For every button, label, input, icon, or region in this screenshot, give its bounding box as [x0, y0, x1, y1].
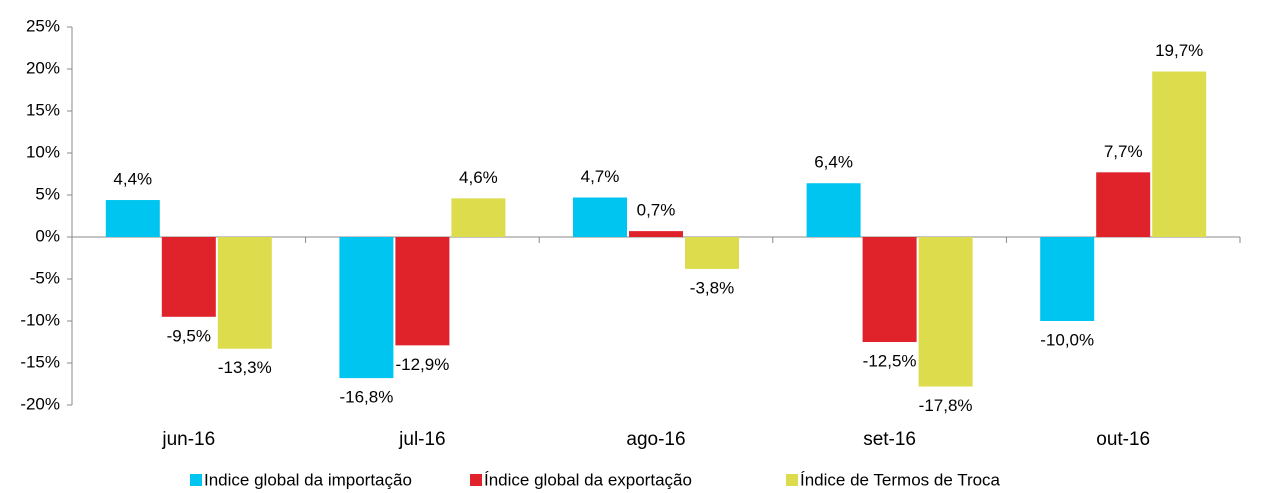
bar — [573, 197, 627, 237]
y-tick-label: -10% — [20, 310, 60, 329]
bar — [395, 237, 450, 346]
legend-label: Indice global da importação — [204, 470, 412, 489]
y-tick-label: 15% — [26, 100, 60, 119]
bar — [1096, 172, 1151, 237]
x-tick-label: jun-16 — [161, 429, 215, 450]
x-tick-label: jul-16 — [398, 429, 445, 450]
bar — [217, 237, 272, 349]
data-label: 4,6% — [459, 168, 498, 187]
y-tick-label: -20% — [20, 394, 60, 413]
y-tick-label: 25% — [26, 16, 60, 35]
bar — [806, 183, 861, 237]
x-tick-label: out-16 — [1096, 429, 1150, 450]
y-tick-label: 10% — [26, 142, 60, 161]
y-tick-label: -15% — [20, 352, 60, 371]
data-label: -10,0% — [1040, 330, 1094, 349]
x-tick-label: ago-16 — [626, 429, 685, 450]
data-label: -16,8% — [339, 388, 393, 407]
data-label: -17,8% — [919, 396, 973, 415]
data-label: 19,7% — [1155, 41, 1203, 60]
data-label: 4,7% — [581, 167, 620, 186]
data-label: 7,7% — [1104, 142, 1143, 161]
y-tick-label: -5% — [30, 268, 60, 287]
y-tick-label: 20% — [26, 58, 60, 77]
legend-swatch — [786, 474, 798, 486]
data-label: 6,4% — [814, 153, 853, 172]
legend-swatch — [190, 474, 202, 486]
data-label: -12,5% — [863, 351, 917, 370]
data-label: -12,9% — [395, 355, 449, 374]
x-tick-label: set-16 — [863, 429, 916, 450]
bar — [629, 231, 683, 237]
bar — [339, 237, 394, 379]
bar — [451, 198, 506, 237]
legend-label: Índice de Termos de Troca — [800, 470, 1001, 489]
data-label: -3,8% — [690, 278, 734, 297]
bar — [105, 200, 160, 237]
data-label: 0,7% — [637, 201, 676, 220]
bar — [862, 237, 917, 342]
y-tick-label: 0% — [35, 226, 60, 245]
y-tick-label: 5% — [35, 184, 60, 203]
data-label: -9,5% — [167, 326, 211, 345]
bar — [685, 237, 739, 269]
data-label: 4,4% — [113, 170, 152, 189]
bar — [918, 237, 973, 387]
bar — [1152, 71, 1207, 238]
data-label: -13,3% — [218, 358, 272, 377]
bar — [1040, 237, 1095, 321]
legend-label: Índice global da exportação — [484, 470, 692, 489]
legend-swatch — [470, 474, 482, 486]
bar — [161, 237, 216, 317]
